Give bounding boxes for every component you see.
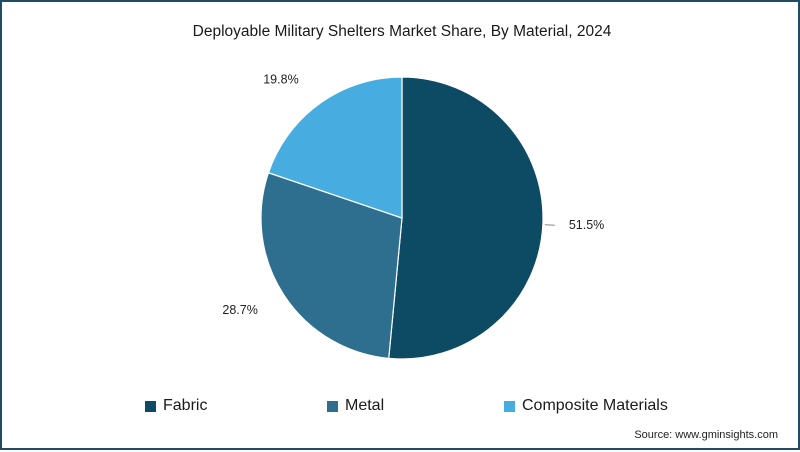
legend-label-fabric: Fabric (163, 397, 207, 415)
legend-swatch-composite-materials (504, 401, 515, 412)
legend-label-metal: Metal (345, 397, 384, 415)
slice-label-metal: 28.7% (222, 303, 257, 317)
legend-item-metal: Metal (327, 397, 384, 415)
legend-item-fabric: Fabric (145, 397, 207, 415)
legend: Fabric Metal Composite Materials (2, 397, 800, 421)
slice-label-composite-materials: 19.8% (263, 73, 298, 87)
legend-swatch-fabric (145, 401, 156, 412)
source-note: Source: www.gminsights.com (634, 429, 778, 441)
legend-item-composite-materials: Composite Materials (504, 397, 668, 415)
slice-label-fabric: 51.5% (569, 218, 604, 232)
legend-swatch-metal (327, 401, 338, 412)
legend-label-composite-materials: Composite Materials (522, 397, 668, 415)
pie-slice-fabric (389, 77, 543, 359)
pie-slices (261, 77, 543, 359)
